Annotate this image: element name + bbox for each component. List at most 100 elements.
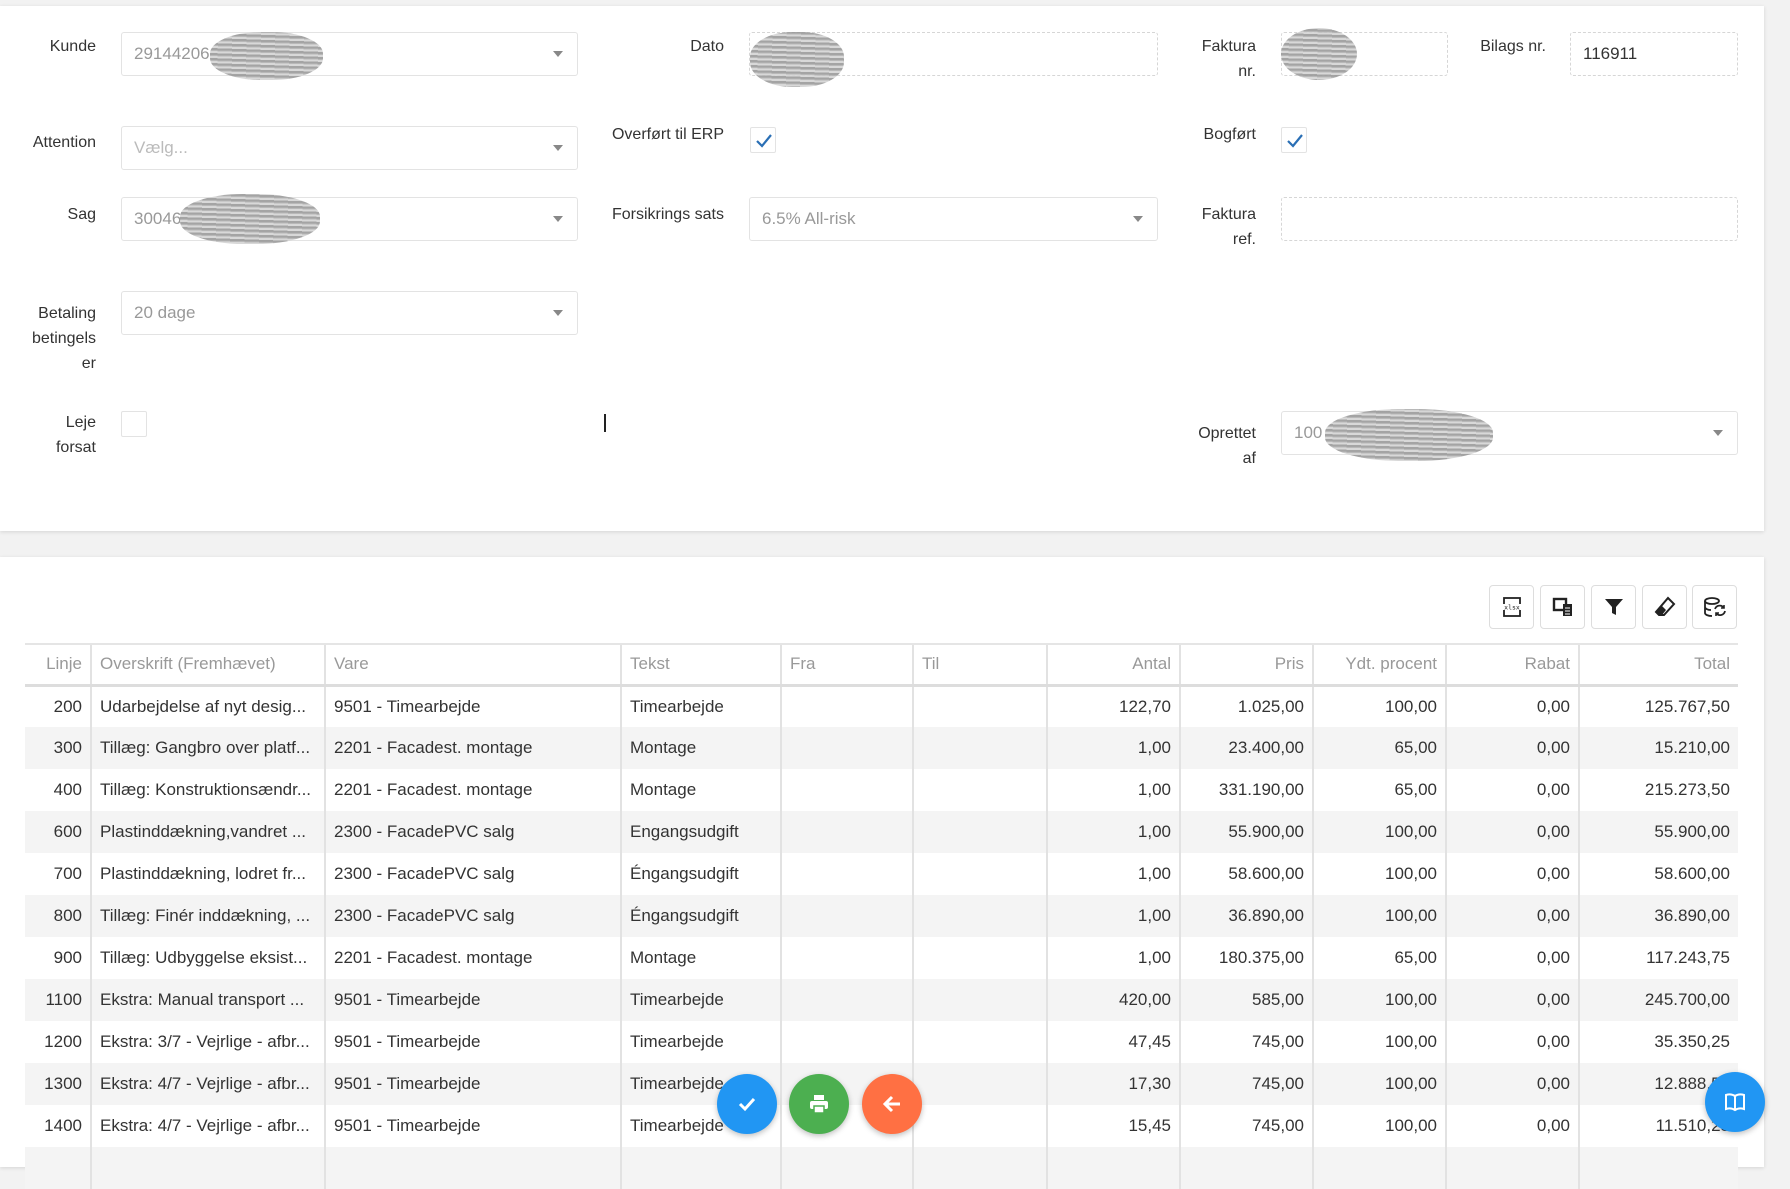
faktura-nr-label-line2: nr. xyxy=(1238,63,1256,80)
table-cell xyxy=(912,1063,1047,1105)
leje-forsat-checkbox[interactable] xyxy=(121,411,147,437)
overfoert-erp-label: Overført til ERP xyxy=(611,126,724,143)
column-header[interactable]: Fra xyxy=(780,643,913,687)
faktura-ref-label-line1: Faktura xyxy=(1201,206,1256,223)
table-row[interactable]: 1100 Ekstra: Manual transport ... 9501 - T… xyxy=(25,979,1738,1021)
table-cell: Timearbejde xyxy=(620,685,781,727)
table-cell: Montage xyxy=(620,727,781,769)
table-cell xyxy=(912,1147,1047,1189)
table-cell xyxy=(912,769,1047,811)
table-cell xyxy=(324,1147,621,1189)
column-header[interactable]: Rabat xyxy=(1445,643,1579,687)
forsikrings-sats-value: 6.5% All-risk xyxy=(762,209,856,228)
redaction xyxy=(1325,409,1493,461)
clear-filter-button[interactable] xyxy=(1642,585,1687,629)
table-cell: 65,00 xyxy=(1312,727,1446,769)
faktura-ref-input[interactable] xyxy=(1281,197,1738,241)
column-chooser-button[interactable] xyxy=(1540,585,1585,629)
refresh-data-button[interactable] xyxy=(1692,585,1737,629)
table-cell xyxy=(780,811,913,853)
table-cell xyxy=(1046,1147,1180,1189)
bilags-nr-value: 116911 xyxy=(1583,44,1638,63)
back-button[interactable] xyxy=(862,1074,922,1134)
help-manual-button[interactable] xyxy=(1705,1072,1765,1132)
table-cell xyxy=(780,853,913,895)
betaling-select[interactable]: 20 dage xyxy=(121,291,578,335)
table-row[interactable]: 1300 Ekstra: 4/7 - Vejrlige - afbr... 9501… xyxy=(25,1063,1738,1105)
table-cell: 0,00 xyxy=(1445,895,1579,937)
chevron-down-icon xyxy=(553,145,563,151)
table-cell: 0,00 xyxy=(1445,979,1579,1021)
table-cell: Udarbejdelse af nyt desig... xyxy=(90,685,325,727)
table-cell: 100,00 xyxy=(1312,895,1446,937)
table-row[interactable] xyxy=(25,1147,1738,1189)
table-cell: 700 xyxy=(53,864,82,883)
table-cell: 100,00 xyxy=(1312,979,1446,1021)
table-cell: 55.900,00 xyxy=(1179,811,1313,853)
attention-placeholder: Vælg... xyxy=(134,138,188,157)
table-row[interactable]: 600 Plastinddækning,vandret ... 2300 - Fac… xyxy=(25,811,1738,853)
column-header[interactable]: Tekst xyxy=(620,643,781,687)
column-header[interactable]: Til xyxy=(912,643,1047,687)
table-row[interactable]: 700 Plastinddækning, lodret fr... 2300 - F… xyxy=(25,853,1738,895)
bogfoert-checkbox[interactable] xyxy=(1281,127,1307,153)
table-cell xyxy=(912,895,1047,937)
table-cell: 0,00 xyxy=(1445,937,1579,979)
column-header[interactable]: Ydt. procent xyxy=(1312,643,1446,687)
redaction xyxy=(180,194,320,244)
oprettet-af-label: Oprettet af xyxy=(1150,421,1256,471)
filter-button[interactable] xyxy=(1591,585,1636,629)
bilags-nr-input[interactable]: 116911 xyxy=(1570,32,1738,76)
forsikrings-sats-select[interactable]: 6.5% All-risk xyxy=(749,197,1158,241)
table-cell xyxy=(780,685,913,727)
table-cell xyxy=(912,1105,1047,1147)
leje-forsat-label: Leje forsat xyxy=(0,410,96,460)
chevron-down-icon xyxy=(1713,430,1723,436)
table-cell xyxy=(780,937,913,979)
column-header[interactable]: Vare xyxy=(324,643,621,687)
attention-select[interactable]: Vælg... xyxy=(121,126,578,170)
kunde-select[interactable]: 29144206 xyxy=(121,32,578,76)
table-cell: 55.900,00 xyxy=(1578,811,1738,853)
table-cell: 17,30 xyxy=(1046,1063,1180,1105)
approve-button[interactable] xyxy=(717,1074,777,1134)
table-cell: Ekstra: 4/7 - Vejrlige - afbr... xyxy=(90,1063,325,1105)
table-cell: Tillæg: Konstruktionsændr... xyxy=(90,769,325,811)
table-row[interactable]: 400 Tillæg: Konstruktionsændr... 2201 - Fa… xyxy=(25,769,1738,811)
bilags-nr-label: Bilags nr. xyxy=(1480,38,1546,55)
export-xlsx-button[interactable]: xlsx xyxy=(1489,585,1534,629)
column-header[interactable]: Total xyxy=(1578,643,1738,687)
table-cell: 180.375,00 xyxy=(1179,937,1313,979)
table-cell xyxy=(780,895,913,937)
column-header[interactable]: Antal xyxy=(1046,643,1180,687)
table-row[interactable]: 300 Tillæg: Gangbro over platf... 2201 - F… xyxy=(25,727,1738,769)
table-cell: 600 xyxy=(25,811,91,853)
column-chooser-icon xyxy=(1552,597,1572,616)
column-header[interactable]: Pris xyxy=(1179,643,1313,687)
database-refresh-icon xyxy=(1703,597,1726,617)
table-row[interactable]: 800 Tillæg: Finér inddækning, ... 2300 - F… xyxy=(25,895,1738,937)
faktura-nr-label-line1: Faktura xyxy=(1201,38,1256,55)
betaling-label-line2: betingels xyxy=(31,330,96,347)
table-row[interactable]: 200 Udarbejdelse af nyt desig... 9501 - Ti… xyxy=(25,685,1738,727)
dato-label: Dato xyxy=(690,38,724,55)
table-row[interactable]: 900 Tillæg: Udbyggelse eksist... 2201 - Fa… xyxy=(25,937,1738,979)
table-cell: Éngangsudgift xyxy=(620,895,781,937)
column-header[interactable]: Linje xyxy=(25,643,91,687)
table-cell xyxy=(90,1147,325,1189)
table-cell xyxy=(780,1021,913,1063)
table-cell: 9501 - Timearbejde xyxy=(324,1063,621,1105)
table-cell: 117.243,75 xyxy=(1578,937,1738,979)
table-cell: 1.025,00 xyxy=(1179,685,1313,727)
xlsx-export-icon: xlsx xyxy=(1500,597,1523,617)
column-header[interactable]: Overskrift (Fremhævet) xyxy=(90,643,325,687)
table-cell: 58.600,00 xyxy=(1578,853,1738,895)
table-cell: 1,00 xyxy=(1046,853,1180,895)
overfoert-erp-checkbox[interactable] xyxy=(750,127,776,153)
table-row[interactable]: 1400 Ekstra: 4/7 - Vejrlige - afbr... 9501… xyxy=(25,1105,1738,1147)
table-cell: Plastinddækning,vandret ... xyxy=(90,811,325,853)
table-cell xyxy=(25,1147,91,1189)
arrow-left-icon xyxy=(882,1095,900,1113)
table-row[interactable]: 1200 Ekstra: 3/7 - Vejrlige - afbr... 9501… xyxy=(25,1021,1738,1063)
print-button[interactable] xyxy=(789,1074,849,1134)
